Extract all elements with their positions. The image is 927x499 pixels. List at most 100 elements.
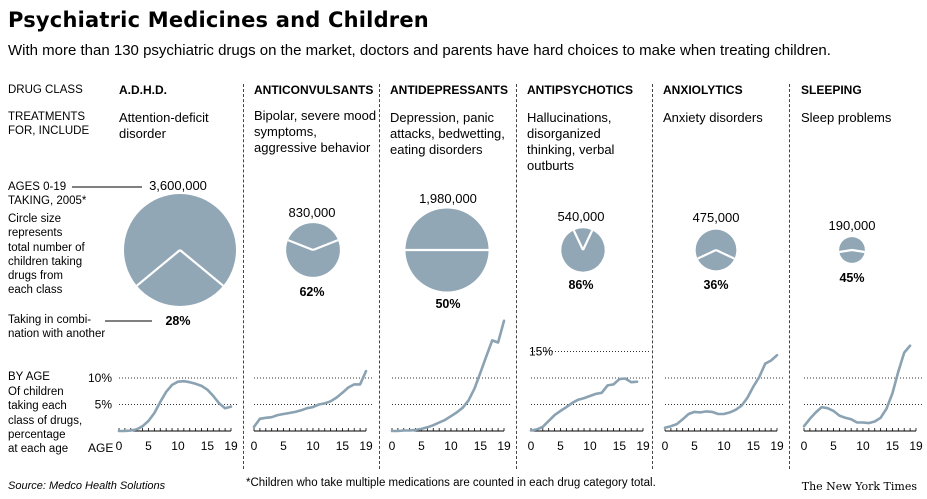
age-tick-label-anxiolytics: 0: [662, 439, 669, 453]
by-age-note-line: taking each: [8, 400, 67, 413]
ages-taking-label-1: AGES 0-19: [8, 181, 67, 193]
age-tick-label-adhd: 5: [145, 439, 152, 453]
treatments-label-1: TREATMENTS: [8, 111, 86, 123]
combination-pct-antipsychotics: 86%: [568, 278, 594, 292]
column-divider: [243, 84, 244, 469]
count-anxiolytics: 475,000: [692, 210, 740, 225]
circle-note: Circle size represents total number of c…: [8, 212, 118, 298]
circle-note-line: Circle size: [8, 213, 62, 225]
age-axis-label: AGE: [88, 441, 114, 455]
age-tick-label-anticonvulsants: 0: [251, 439, 258, 453]
y-tick-label: 10%: [88, 371, 112, 385]
age-tick-label-anxiolytics: 15: [747, 439, 761, 453]
column-divider: [379, 84, 380, 469]
by-age-note: Of children taking each class of drugs, …: [8, 385, 118, 456]
page-subtitle: With more than 130 psychiatric drugs on …: [8, 42, 831, 59]
age-tick-label-antipsychotics: 10: [583, 439, 597, 453]
age-tick-label-antidepressants: 15: [474, 439, 488, 453]
treatments-sleeping: Sleep problems: [801, 110, 892, 125]
count-adhd: 3,600,000: [149, 178, 207, 193]
by-age-line-antidepressants: [390, 319, 506, 433]
class-name-adhd: A.D.H.D.: [119, 83, 167, 97]
count-sleeping: 190,000: [828, 218, 876, 233]
age-tick-label-sleeping: 5: [830, 439, 837, 453]
count-anticonvulsants: 830,000: [288, 205, 336, 220]
age-tick-label-adhd: 15: [201, 439, 215, 453]
count-antipsychotics: 540,000: [557, 209, 605, 224]
by-age-note-line: at each age: [8, 443, 69, 456]
combination-note-line: nation with another: [8, 328, 106, 341]
age-tick-label-antipsychotics: 0: [528, 439, 535, 453]
by-age-note-line: percentage: [8, 428, 66, 441]
combination-note: Taking in combi- nation with another: [8, 313, 118, 342]
by-age-note-line: Of children: [8, 386, 64, 398]
column-divider: [789, 84, 790, 469]
age-tick-label-antidepressants: 10: [444, 439, 458, 453]
age-tick-label-anticonvulsants: 15: [336, 439, 350, 453]
circle-note-line: children taking: [8, 255, 83, 268]
column-divider: [652, 84, 653, 469]
age-tick-label-antipsychotics: 19: [636, 439, 650, 453]
treatments-antipsychotics: Hallucinations, disorganized thinking, v…: [527, 110, 615, 173]
treatments-anxiolytics: Anxiety disorders: [663, 110, 763, 125]
credit-logo: The New York Times: [801, 480, 917, 493]
pie-separator-antipsychotics: [572, 229, 584, 251]
pie-separator-sleeping: [851, 248, 865, 254]
by-age-line-anxiolytics: [663, 353, 779, 430]
pie-separator-anxiolytics: [697, 249, 717, 260]
y-tick-label: 5%: [95, 398, 113, 412]
age-tick-label-anxiolytics: 19: [770, 439, 784, 453]
combination-pct-adhd: 28%: [165, 314, 191, 328]
by-age-line-sleeping: [802, 344, 912, 428]
age-tick-label-antidepressants: 0: [389, 439, 396, 453]
pie-separator-adhd: [136, 249, 181, 287]
y-tick-label: 15%: [529, 345, 553, 359]
combination-pct-anticonvulsants: 62%: [299, 285, 325, 299]
age-tick-label-anticonvulsants: 10: [306, 439, 320, 453]
age-tick-label-adhd: 0: [116, 439, 123, 453]
page-title: Psychiatric Medicines and Children: [8, 8, 429, 32]
age-tick-label-sleeping: 19: [909, 439, 923, 453]
circle-note-line: drugs from: [8, 270, 63, 283]
combination-pct-antidepressants: 50%: [435, 297, 461, 311]
by-age-note-line: class of drugs,: [8, 414, 83, 427]
pie-separator-adhd: [179, 249, 224, 287]
combination-pct-sleeping: 45%: [839, 271, 865, 285]
class-name-antipsychotics: ANTIPSYCHOTICS: [527, 83, 634, 97]
pie-separator-sleeping: [839, 248, 853, 254]
treatments-anticonvulsants: Bipolar, severe mood symptoms, aggressiv…: [254, 108, 377, 155]
circle-note-line: total number of: [8, 241, 85, 254]
by-age-line-anticonvulsants: [252, 369, 368, 429]
by-age-line-adhd: [117, 379, 233, 433]
combination-note-line: Taking in combi-: [8, 314, 92, 326]
pie-separator-anxiolytics: [715, 249, 735, 260]
age-tick-label-anticonvulsants: 5: [280, 439, 287, 453]
drug-class-label: DRUG CLASS: [8, 84, 83, 96]
class-name-antidepressants: ANTIDEPRESSANTS: [390, 83, 509, 97]
age-tick-label-adhd: 19: [224, 439, 238, 453]
age-tick-label-sleeping: 0: [801, 439, 808, 453]
combination-pct-anxiolytics: 36%: [703, 278, 729, 292]
age-tick-label-anticonvulsants: 19: [359, 439, 373, 453]
class-name-anxiolytics: ANXIOLYTICS: [663, 83, 743, 97]
age-tick-label-sleeping: 10: [856, 439, 870, 453]
class-name-sleeping: SLEEPING: [801, 83, 862, 97]
treatments-label-2: FOR, INCLUDE: [8, 125, 90, 137]
circle-note-line: each class: [8, 284, 63, 297]
column-divider: [516, 84, 517, 469]
footnote: *Children who take multiple medications …: [246, 477, 656, 489]
class-name-anticonvulsants: ANTICONVULSANTS: [254, 83, 374, 97]
age-tick-label-anxiolytics: 10: [717, 439, 731, 453]
age-tick-label-sleeping: 15: [886, 439, 900, 453]
age-tick-label-antidepressants: 19: [497, 439, 511, 453]
by-age-label: BY AGE: [8, 371, 50, 383]
treatments-antidepressants: Depression, panic attacks, bedwetting, e…: [390, 110, 505, 157]
age-tick-label-antipsychotics: 5: [557, 439, 564, 453]
pie-separator-anticonvulsants: [312, 239, 339, 252]
age-tick-label-anxiolytics: 5: [691, 439, 698, 453]
age-tick-label-antipsychotics: 15: [613, 439, 627, 453]
age-tick-label-antidepressants: 5: [418, 439, 425, 453]
pie-separator-antipsychotics: [582, 229, 594, 251]
pie-separator-anticonvulsants: [287, 239, 314, 252]
